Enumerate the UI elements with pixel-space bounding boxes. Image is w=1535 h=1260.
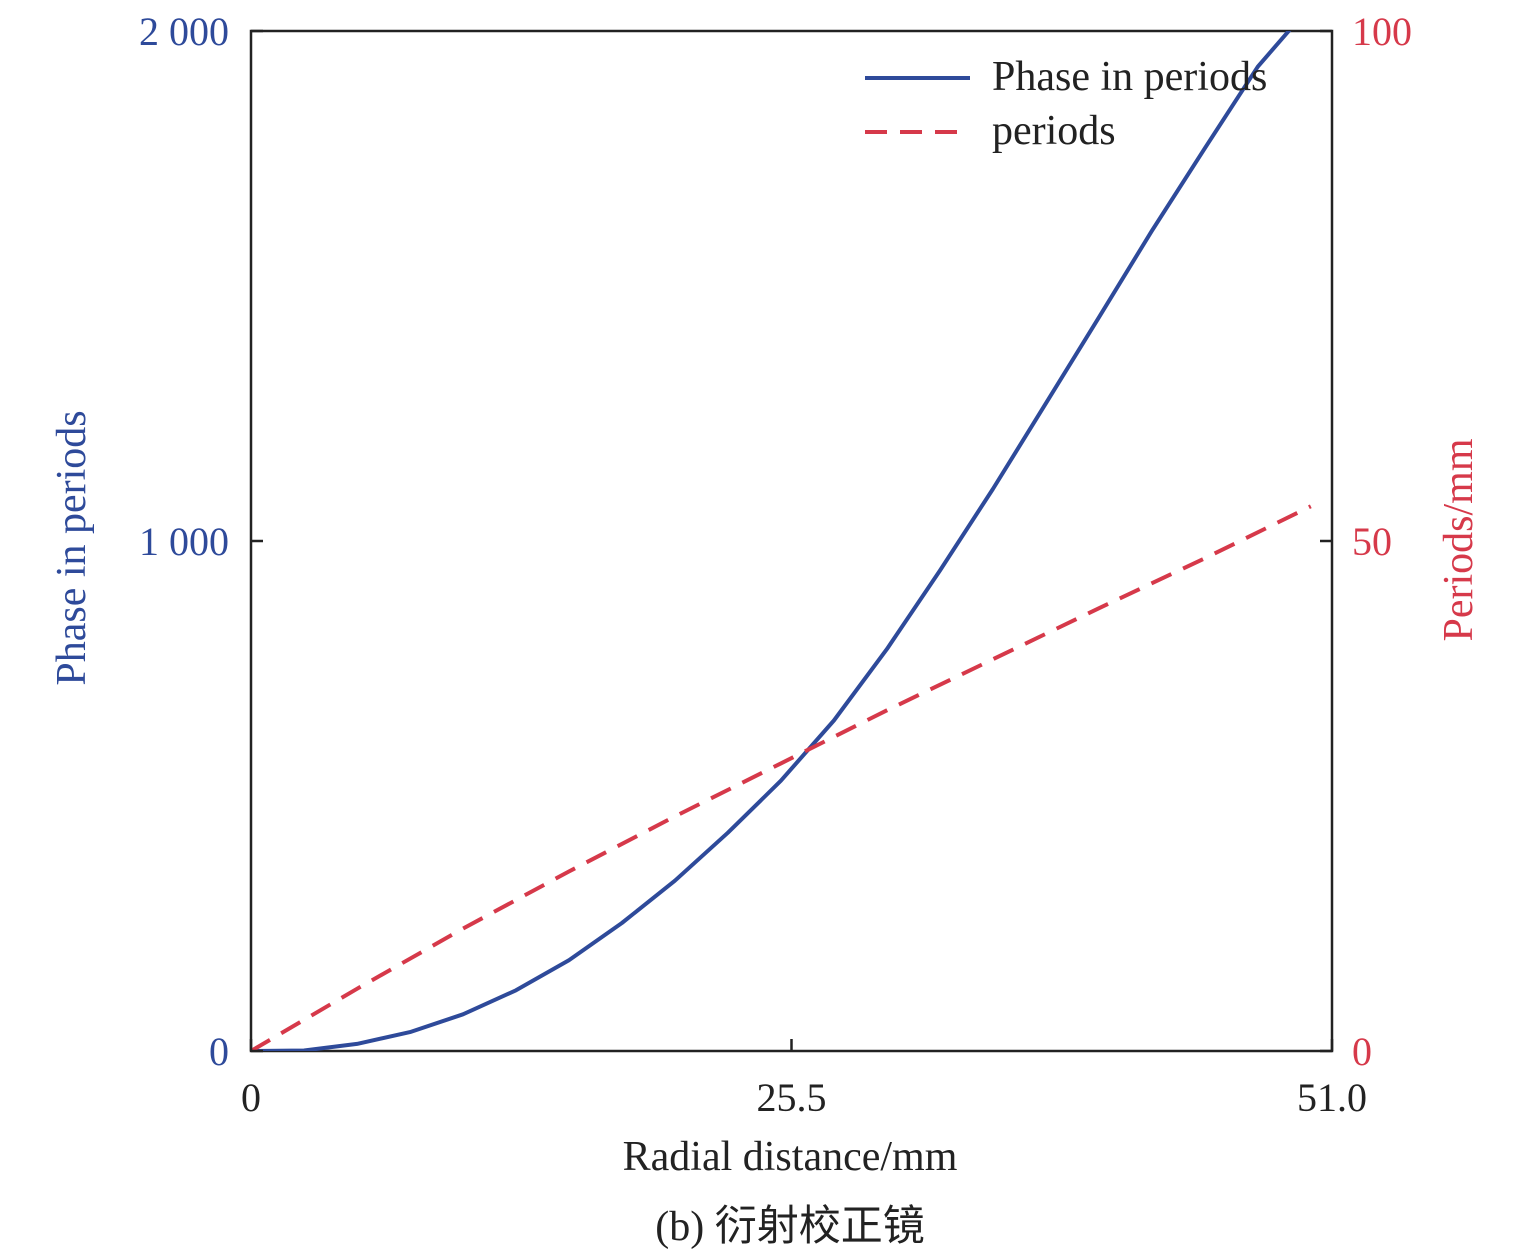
y-axis-right-title: Periods/mm xyxy=(1436,438,1482,641)
y-axis-left-title: Phase in periods xyxy=(49,410,95,685)
series-line-phase xyxy=(251,31,1292,1051)
legend: Phase in periods periods xyxy=(865,54,1267,154)
y-left-tick-label: 2 000 xyxy=(139,9,229,54)
plot-border xyxy=(249,29,1334,1053)
y-right-tick-label: 0 xyxy=(1352,1029,1372,1074)
series-line-periods xyxy=(251,504,1312,1051)
plot-frame xyxy=(249,29,1334,1053)
y-right-tick-label: 50 xyxy=(1352,519,1392,564)
y-left-tick-label: 1 000 xyxy=(139,519,229,564)
x-axis-title: Radial distance/mm xyxy=(623,1134,958,1180)
x-tick-label: 0 xyxy=(241,1075,261,1120)
series-layer xyxy=(251,31,1312,1051)
figure-caption: (b) 衍射校正镜 xyxy=(655,1203,924,1250)
x-tick-label: 51.0 xyxy=(1297,1075,1367,1120)
legend-label-periods: periods xyxy=(992,108,1116,154)
y-right-tick-label: 100 xyxy=(1352,9,1412,54)
x-tick-label: 25.5 xyxy=(757,1075,827,1120)
legend-label-phase: Phase in periods xyxy=(992,54,1267,100)
y-left-tick-label: 0 xyxy=(209,1029,229,1074)
